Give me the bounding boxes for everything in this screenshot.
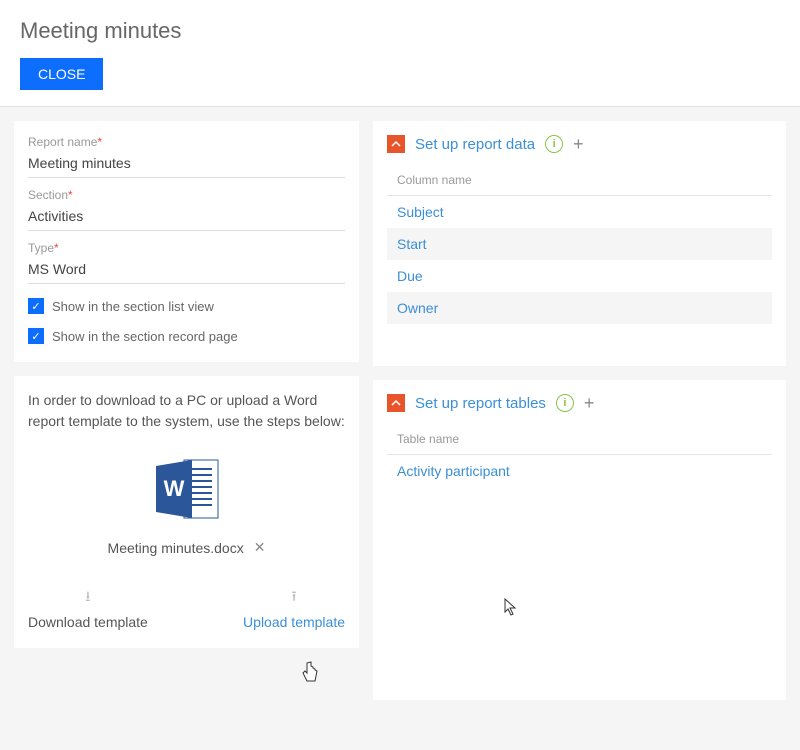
remove-file-icon[interactable]: ✕: [254, 539, 266, 556]
show-list-checkbox[interactable]: ✓: [28, 298, 44, 314]
report-data-panel: Set up report data i + Column name Subje…: [373, 121, 786, 366]
info-icon[interactable]: i: [556, 394, 574, 412]
show-record-checkbox[interactable]: ✓: [28, 328, 44, 344]
collapse-toggle[interactable]: [387, 135, 405, 153]
report-name-label: Report name*: [28, 135, 345, 149]
file-name: Meeting minutes.docx: [108, 540, 244, 556]
add-column-button[interactable]: +: [573, 135, 584, 153]
cursor-arrow-icon: [503, 597, 519, 617]
table-name-header: Table name: [387, 426, 772, 455]
type-field[interactable]: Type* MS Word: [28, 241, 345, 284]
add-table-button[interactable]: +: [584, 394, 595, 412]
section-label: Section*: [28, 188, 345, 202]
left-column: Report name* Meeting minutes Section* Ac…: [14, 121, 359, 700]
info-icon[interactable]: i: [545, 135, 563, 153]
svg-text:W: W: [163, 476, 184, 501]
template-actions: ⭳ Download template ⭱ Upload template: [28, 586, 345, 630]
word-icon-wrap: W: [28, 456, 345, 525]
download-template-button[interactable]: ⭳ Download template: [28, 586, 148, 630]
page-title: Meeting minutes: [20, 18, 780, 44]
report-data-title: Set up report data: [415, 136, 535, 153]
show-record-checkbox-row: ✓ Show in the section record page: [28, 328, 345, 344]
close-button[interactable]: CLOSE: [20, 58, 103, 90]
required-marker: *: [54, 241, 59, 255]
type-label: Type*: [28, 241, 345, 255]
word-file-icon: W: [152, 456, 222, 522]
form-panel: Report name* Meeting minutes Section* Ac…: [14, 121, 359, 362]
report-tables-title: Set up report tables: [415, 395, 546, 412]
show-list-checkbox-row: ✓ Show in the section list view: [28, 298, 345, 314]
upload-template-button[interactable]: ⭱ Upload template: [243, 586, 345, 630]
report-tables-panel: Set up report tables i + Table name Acti…: [373, 380, 786, 700]
table-row[interactable]: Subject: [387, 196, 772, 228]
show-list-label: Show in the section list view: [52, 299, 214, 314]
page-header: Meeting minutes CLOSE: [0, 0, 800, 107]
cursor-hand-icon: [301, 661, 321, 685]
section-value: Activities: [28, 204, 345, 231]
table-row[interactable]: Start: [387, 228, 772, 260]
report-name-field[interactable]: Report name* Meeting minutes: [28, 135, 345, 178]
show-record-label: Show in the section record page: [52, 329, 238, 344]
file-row: Meeting minutes.docx ✕: [28, 539, 345, 556]
table-row[interactable]: Due: [387, 260, 772, 292]
report-name-value: Meeting minutes: [28, 151, 345, 178]
right-column: Set up report data i + Column name Subje…: [373, 121, 786, 700]
report-data-header: Set up report data i +: [387, 135, 772, 153]
template-help-text: In order to download to a PC or upload a…: [28, 390, 345, 432]
content-area: Report name* Meeting minutes Section* Ac…: [0, 107, 800, 714]
template-panel: In order to download to a PC or upload a…: [14, 376, 359, 648]
report-tables-header: Set up report tables i +: [387, 394, 772, 412]
table-row[interactable]: Owner: [387, 292, 772, 324]
type-value: MS Word: [28, 257, 345, 284]
required-marker: *: [97, 135, 102, 149]
download-icon: ⭳: [28, 586, 148, 610]
table-row[interactable]: Activity participant: [387, 455, 772, 487]
section-field[interactable]: Section* Activities: [28, 188, 345, 231]
column-name-header: Column name: [387, 167, 772, 196]
upload-icon: ⭱: [243, 586, 345, 610]
collapse-toggle[interactable]: [387, 394, 405, 412]
required-marker: *: [68, 188, 73, 202]
